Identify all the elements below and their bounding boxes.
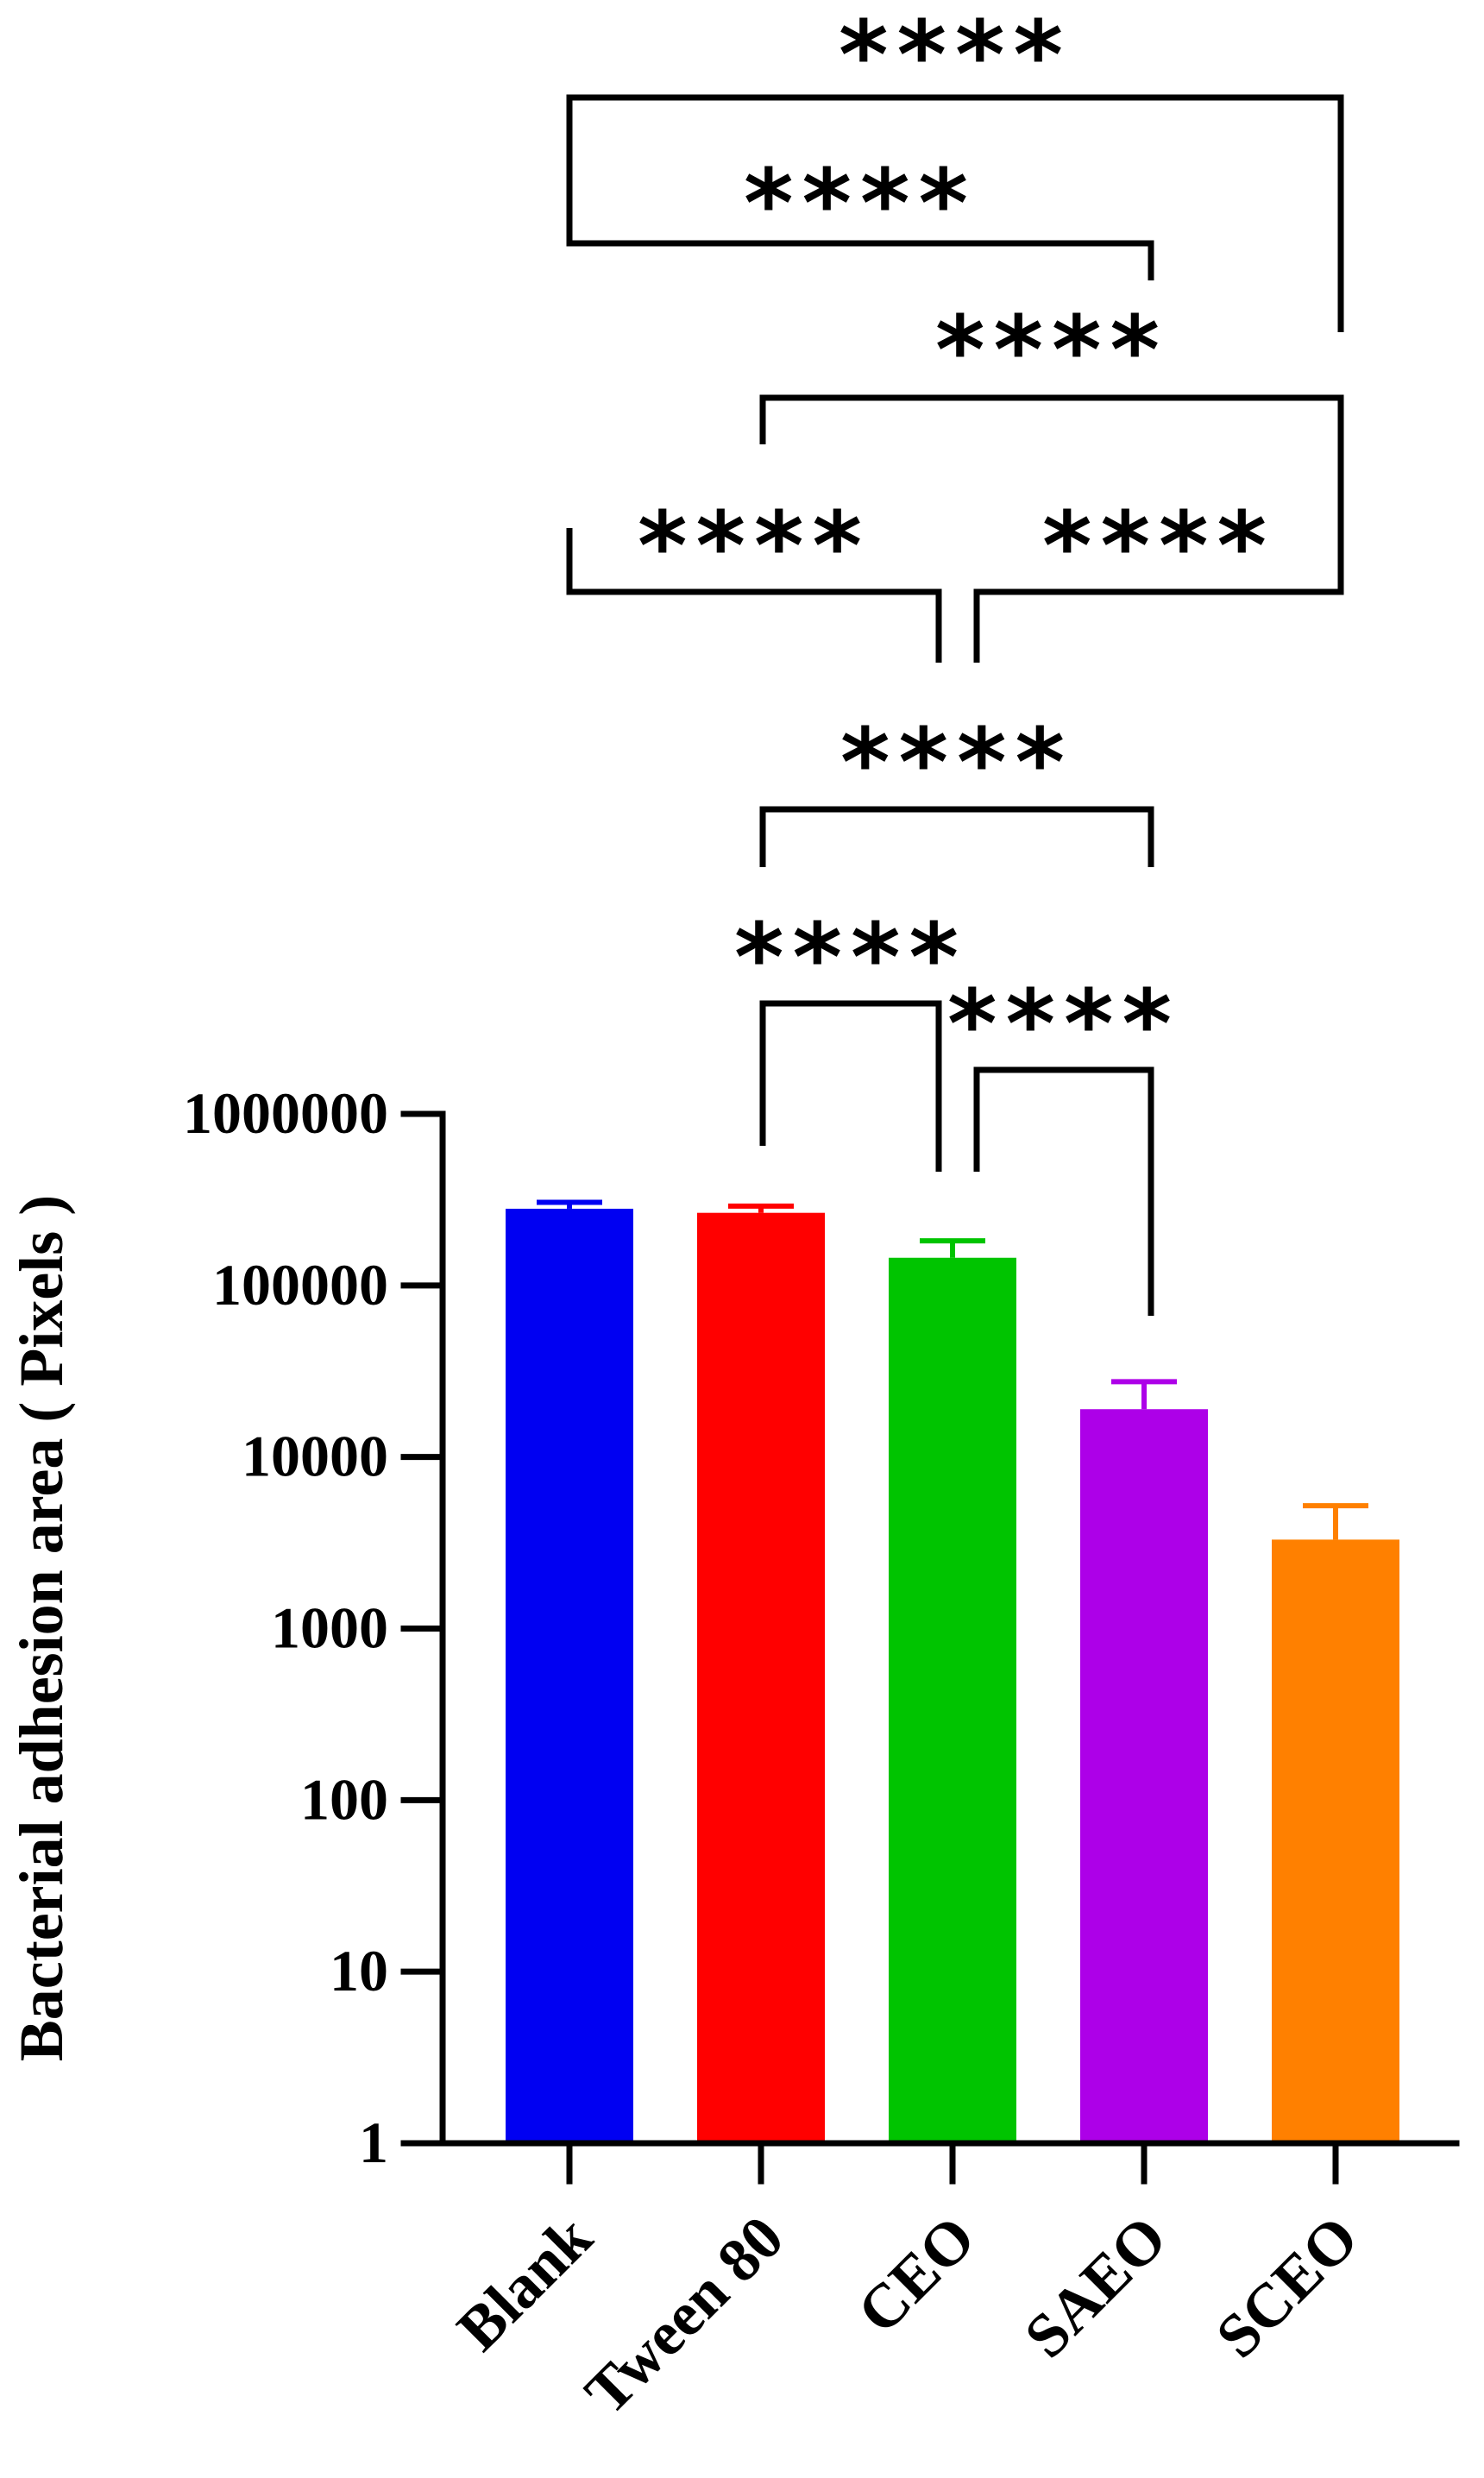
comparison-bracket [566,528,942,663]
significance-label: **** [840,708,1073,818]
y-axis-label: Bacterial adhesion area ( Pixels ) [7,1195,76,2062]
bar-saeo [1080,1409,1208,2143]
y-tick-label: 100 [300,1766,388,1832]
y-tick-label: 1000 [271,1595,388,1661]
y-tick-label: 10 [330,1938,388,2003]
bar-sceo [1272,1539,1399,2143]
significance-label: **** [935,295,1168,406]
significance-label: **** [734,903,967,1013]
comparison-bracket [759,806,1154,867]
y-tick-label: 1000000 [183,1080,388,1146]
x-tick-label: CEO [844,2203,988,2347]
bar-blank [506,1208,633,2143]
significance-label: **** [839,0,1072,110]
y-ticks: 1 10 100 1000 10000 100000 1000000 [183,1080,446,2175]
bar-ceo [889,1257,1016,2143]
bar-tween-80 [697,1212,825,2143]
y-tick-label: 100000 [212,1252,388,1318]
x-tick-label: Blank [444,2203,606,2364]
comparison-bracket [973,528,1344,663]
x-tick-label: Tween 80 [572,2203,797,2428]
significance-label: **** [744,148,977,259]
x-tick-label: SCEO [1203,2203,1371,2371]
comparison-bracket [759,1000,942,1172]
comparison-bracket [566,94,1344,332]
comparison-bracket [759,394,1344,528]
y-tick-label: 1 [359,2110,388,2175]
significance-label: **** [1042,491,1275,601]
significance-brackets: **************** **************** [566,0,1344,1316]
bars [506,1199,1399,2143]
comparison-bracket [566,186,1154,280]
significance-label: **** [947,969,1180,1079]
comparison-bracket [973,1066,1154,1316]
x-tick-label: SAEO [1011,2203,1179,2371]
significance-label: **** [638,491,871,601]
y-tick-label: 10000 [242,1424,388,1489]
